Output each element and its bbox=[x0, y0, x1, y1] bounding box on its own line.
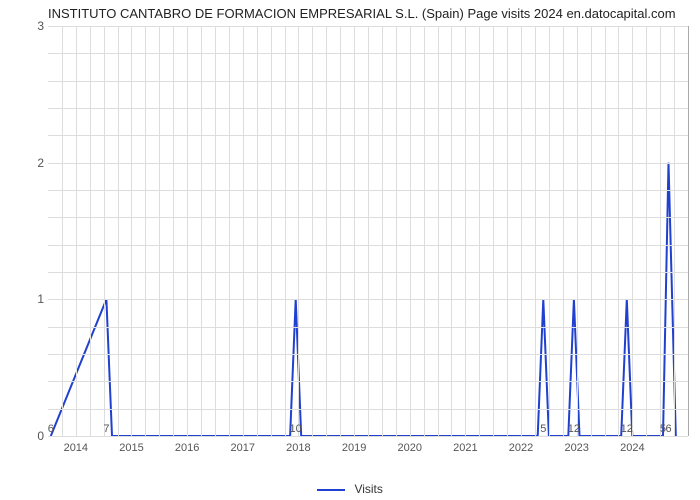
x-gridline-minor bbox=[271, 26, 272, 436]
x-gridline-minor bbox=[591, 26, 592, 436]
x-axis-label: 2018 bbox=[286, 442, 310, 454]
x-gridline-minor bbox=[340, 26, 341, 436]
x-gridline bbox=[131, 26, 132, 436]
x-gridline-minor bbox=[62, 26, 63, 436]
x-gridline-minor bbox=[549, 26, 550, 436]
x-gridline-minor bbox=[424, 26, 425, 436]
x-axis-label: 2016 bbox=[175, 442, 199, 454]
x-gridline-minor bbox=[312, 26, 313, 436]
x-gridline-minor bbox=[535, 26, 536, 436]
x-axis-label: 2017 bbox=[231, 442, 255, 454]
x-axis-label: 2023 bbox=[564, 442, 588, 454]
y-axis-label: 1 bbox=[30, 292, 44, 306]
data-point-label: 6 bbox=[48, 423, 54, 435]
x-gridline bbox=[354, 26, 355, 436]
data-point-label: 7 bbox=[103, 423, 109, 435]
x-axis-label: 2015 bbox=[119, 442, 143, 454]
x-gridline-minor bbox=[159, 26, 160, 436]
x-gridline-minor bbox=[90, 26, 91, 436]
x-gridline-minor bbox=[104, 26, 105, 436]
x-gridline bbox=[76, 26, 77, 436]
x-gridline-minor bbox=[507, 26, 508, 436]
x-gridline-minor bbox=[646, 26, 647, 436]
plot-area: 0123201420152016201720182019202020212022… bbox=[48, 26, 689, 436]
x-gridline-minor bbox=[326, 26, 327, 436]
legend: Visits bbox=[0, 482, 700, 496]
x-gridline-minor bbox=[201, 26, 202, 436]
data-point-label: 6 bbox=[665, 423, 671, 435]
y-axis-label: 0 bbox=[30, 429, 44, 443]
x-gridline bbox=[298, 26, 299, 436]
chart-container: INSTITUTO CANTABRO DE FORMACION EMPRESAR… bbox=[0, 0, 700, 500]
legend-label: Visits bbox=[354, 482, 382, 496]
data-point-label: 5 bbox=[540, 423, 546, 435]
y-axis-label: 2 bbox=[30, 156, 44, 170]
x-gridline bbox=[243, 26, 244, 436]
x-axis-label: 2019 bbox=[342, 442, 366, 454]
x-gridline-minor bbox=[396, 26, 397, 436]
data-point-label: 12 bbox=[568, 423, 580, 435]
x-gridline-minor bbox=[438, 26, 439, 436]
x-gridline-minor bbox=[285, 26, 286, 436]
x-gridline-minor bbox=[493, 26, 494, 436]
x-gridline bbox=[521, 26, 522, 436]
x-axis-label: 2022 bbox=[509, 442, 533, 454]
x-gridline bbox=[577, 26, 578, 436]
x-gridline-minor bbox=[118, 26, 119, 436]
x-gridline bbox=[410, 26, 411, 436]
x-gridline-minor bbox=[451, 26, 452, 436]
x-axis-label: 2021 bbox=[453, 442, 477, 454]
x-gridline-minor bbox=[563, 26, 564, 436]
data-point-label: 12 bbox=[621, 423, 633, 435]
y-gridline bbox=[48, 436, 688, 437]
legend-swatch bbox=[317, 489, 345, 491]
x-gridline-minor bbox=[618, 26, 619, 436]
chart-title: INSTITUTO CANTABRO DE FORMACION EMPRESAR… bbox=[48, 6, 692, 21]
y-axis-label: 3 bbox=[30, 19, 44, 33]
x-gridline bbox=[465, 26, 466, 436]
x-gridline-minor bbox=[368, 26, 369, 436]
x-gridline-minor bbox=[479, 26, 480, 436]
x-gridline-minor bbox=[257, 26, 258, 436]
x-gridline-minor bbox=[674, 26, 675, 436]
x-axis-label: 2024 bbox=[620, 442, 644, 454]
x-gridline-minor bbox=[229, 26, 230, 436]
x-gridline bbox=[632, 26, 633, 436]
x-gridline-minor bbox=[382, 26, 383, 436]
x-axis-label: 2020 bbox=[397, 442, 421, 454]
x-gridline-minor bbox=[215, 26, 216, 436]
x-gridline-minor bbox=[605, 26, 606, 436]
data-point-label: 10 bbox=[290, 423, 302, 435]
x-gridline-minor bbox=[145, 26, 146, 436]
x-gridline bbox=[187, 26, 188, 436]
x-axis-label: 2014 bbox=[64, 442, 88, 454]
x-gridline-minor bbox=[173, 26, 174, 436]
x-gridline-minor bbox=[660, 26, 661, 436]
